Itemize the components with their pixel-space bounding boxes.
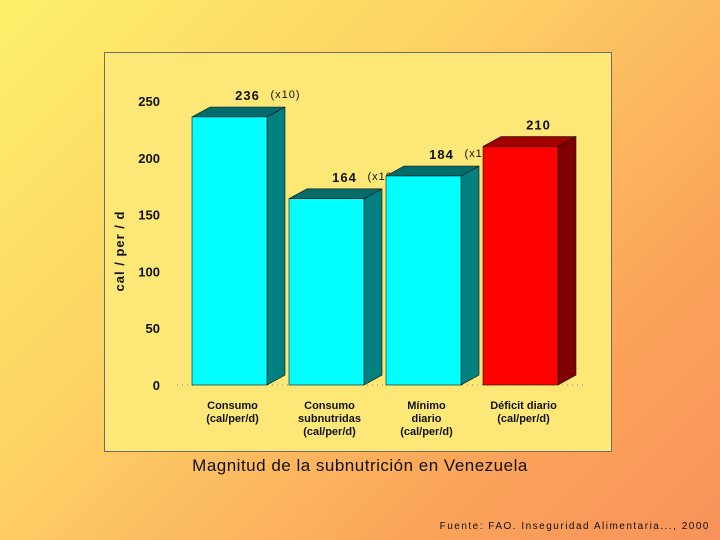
chart-title: Magnitud de la subnutrición en Venezuela [192,456,528,475]
bar-side [557,136,577,386]
data-label: 236 [235,88,260,103]
data-label: 164 [332,170,357,185]
bar-chart: cal / per / d 0 50 100 150 200 250 236 (x10) Cons… [112,88,583,438]
y-tick-label: 100 [138,264,160,279]
y-tick-label: 0 [153,378,160,393]
bar-side [460,165,480,386]
y-tick-label: 150 [138,208,160,223]
x-tick-label: Consumo (cal/per/d) [206,400,259,425]
x-tick-label: Consumo subnutridas (cal/per/d) [298,400,361,438]
y-tick-label: 200 [138,151,160,166]
bar [288,198,365,386]
x-tick-label: Déficit diario (cal/per/d) [490,400,557,425]
chart-frame: cal / per / d 0 50 100 150 200 250 236 (x10) Cons… [104,52,612,452]
y-tick-label: 250 [138,94,160,109]
data-label: 210 [526,118,551,133]
source-note: Fuente: FAO. Inseguridad Alimentaria...,… [439,521,710,532]
bar [482,146,559,386]
data-label: 184 [429,147,454,162]
y-tick-label: 50 [146,321,160,336]
x-tick-label: Mínimo diario (cal/per/d) [400,400,453,438]
data-label-multiplier: (x10) [271,89,301,101]
bar-side [363,188,383,386]
bar-side [266,106,286,386]
bar [191,116,268,386]
bar [385,175,462,386]
y-axis-label: cal / per / d [112,211,127,292]
